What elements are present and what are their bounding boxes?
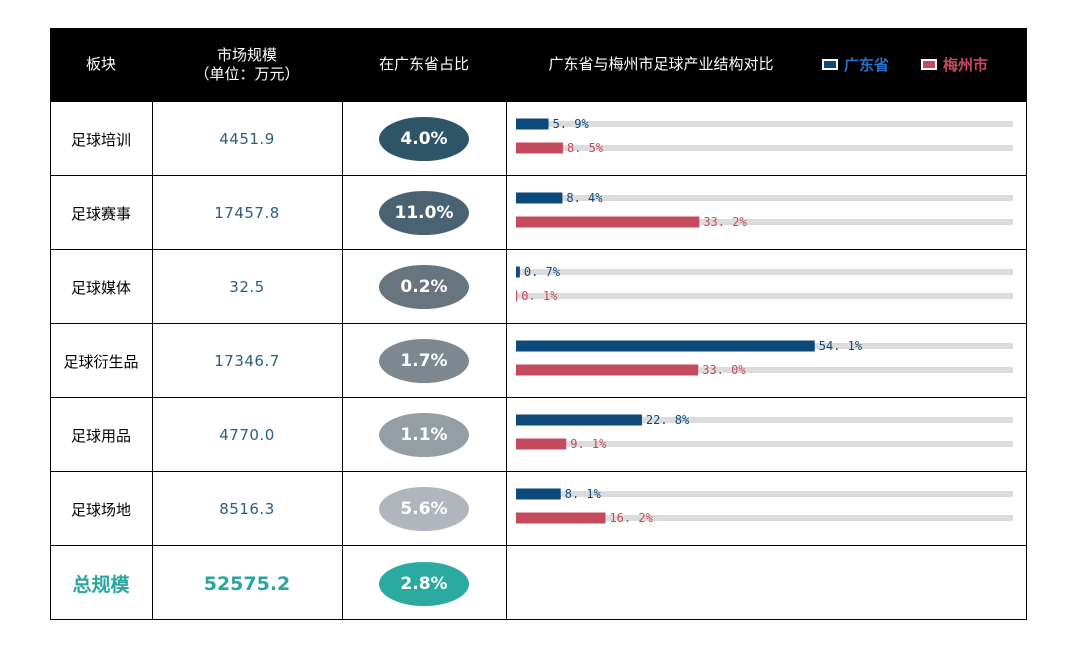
share-cell: 0.2%	[342, 250, 506, 324]
bar-meizhou	[516, 438, 567, 450]
column-divider	[506, 101, 507, 620]
sector-label: 足球场地	[70, 500, 131, 519]
market-value: 4770.0	[219, 426, 275, 444]
bar-meizhou	[516, 512, 606, 524]
total-market-value: 52575.2	[203, 572, 291, 595]
bar-track	[516, 293, 1013, 299]
total-row: 总规模 52575.2 2.8%	[50, 545, 1027, 620]
sector-label: 足球媒体	[70, 278, 131, 297]
legend-swatch-meizhou	[921, 59, 937, 70]
sector-label: 足球赛事	[70, 204, 131, 223]
share-cell: 1.1%	[342, 398, 506, 472]
share-cell: 11.0%	[342, 176, 506, 250]
bar-meizhou	[516, 142, 563, 154]
bar-meizhou	[516, 364, 699, 376]
table-row: 足球衍生品 17346.7 1.7%	[50, 323, 1027, 397]
share-pill: 1.7%	[379, 339, 469, 383]
bar-guangdong	[516, 414, 642, 426]
structure-comparison-chart: 5. 9% 8. 5% 8. 4% 33. 2% 0. 7% 0. 1% 54. 1% 33.…	[516, 117, 1013, 525]
table-row: 足球赛事 17457.8 11.0%	[50, 175, 1027, 249]
bar-meizhou	[516, 290, 518, 302]
share-pill: 11.0%	[379, 191, 469, 235]
share-pill: 5.6%	[379, 487, 469, 531]
table-row: 足球媒体 32.5 0.2%	[50, 249, 1027, 323]
bar-value-label: 8. 5%	[567, 141, 604, 155]
header-market: 市场规模 （单位：万元）	[194, 45, 300, 83]
bar-guangdong	[516, 266, 520, 278]
bar-guangdong	[516, 340, 815, 352]
bar-track	[516, 219, 1013, 225]
share-cell: 1.7%	[342, 324, 506, 398]
bar-value-label: 8. 4%	[566, 191, 603, 205]
bar-guangdong	[516, 192, 563, 204]
bar-value-label: 0. 7%	[524, 265, 561, 279]
legend-meizhou: 梅州市	[921, 28, 988, 101]
market-value: 4451.9	[219, 130, 275, 148]
bar-guangdong	[516, 118, 549, 130]
bar-value-label: 5. 9%	[553, 117, 590, 131]
column-divider	[342, 101, 343, 620]
market-value: 8516.3	[219, 500, 275, 518]
legend-guangdong: 广东省	[822, 28, 889, 101]
bar-track	[516, 269, 1013, 275]
bar-track	[516, 491, 1013, 497]
bar-value-label: 8. 1%	[565, 487, 602, 501]
header-sector: 板块	[85, 55, 116, 73]
table-row: 足球用品 4770.0 1.1%	[50, 397, 1027, 471]
bar-value-label: 9. 1%	[570, 437, 607, 451]
total-share-pill: 2.8%	[379, 561, 469, 606]
bar-value-label: 33. 2%	[703, 215, 747, 229]
column-divider	[152, 101, 153, 620]
market-value: 17457.8	[214, 204, 280, 222]
header-share: 在广东省占比	[378, 55, 469, 73]
bar-track	[516, 417, 1013, 423]
bar-track	[516, 367, 1013, 373]
header-compare: 广东省与梅州市足球产业结构对比	[548, 55, 774, 73]
share-pill: 0.2%	[379, 265, 469, 309]
bar-value-label: 33. 0%	[702, 363, 746, 377]
bar-track	[516, 441, 1013, 447]
sector-label: 足球衍生品	[63, 352, 139, 371]
bar-track	[516, 121, 1013, 127]
share-cell: 5.6%	[342, 472, 506, 546]
table-row: 足球培训 4451.9 4.0%	[50, 101, 1027, 175]
bar-track	[516, 515, 1013, 521]
table-row: 足球场地 8516.3 5.6%	[50, 471, 1027, 545]
sector-label: 足球用品	[70, 426, 131, 445]
share-cell: 4.0%	[342, 102, 506, 176]
total-share-cell: 2.8%	[342, 546, 506, 621]
sector-label: 足球培训	[70, 130, 131, 149]
bar-meizhou	[516, 216, 700, 228]
bar-value-label: 16. 2%	[609, 511, 653, 525]
market-value: 17346.7	[214, 352, 280, 370]
industry-table: 板块 市场规模 （单位：万元） 在广东省占比 广东省与梅州市足球产业结构对比 广…	[50, 28, 1027, 620]
bar-guangdong	[516, 488, 561, 500]
total-label: 总规模	[72, 574, 130, 596]
bar-value-label: 22. 8%	[646, 413, 690, 427]
share-pill: 1.1%	[379, 413, 469, 457]
legend-swatch-guangdong	[822, 59, 838, 70]
share-pill: 4.0%	[379, 117, 469, 161]
bar-value-label: 54. 1%	[819, 339, 863, 353]
bar-track	[516, 195, 1013, 201]
market-value: 32.5	[229, 278, 265, 296]
bar-value-label: 0. 1%	[521, 289, 558, 303]
table-header: 板块 市场规模 （单位：万元） 在广东省占比 广东省与梅州市足球产业结构对比 广…	[50, 28, 1027, 101]
bar-track	[516, 145, 1013, 151]
